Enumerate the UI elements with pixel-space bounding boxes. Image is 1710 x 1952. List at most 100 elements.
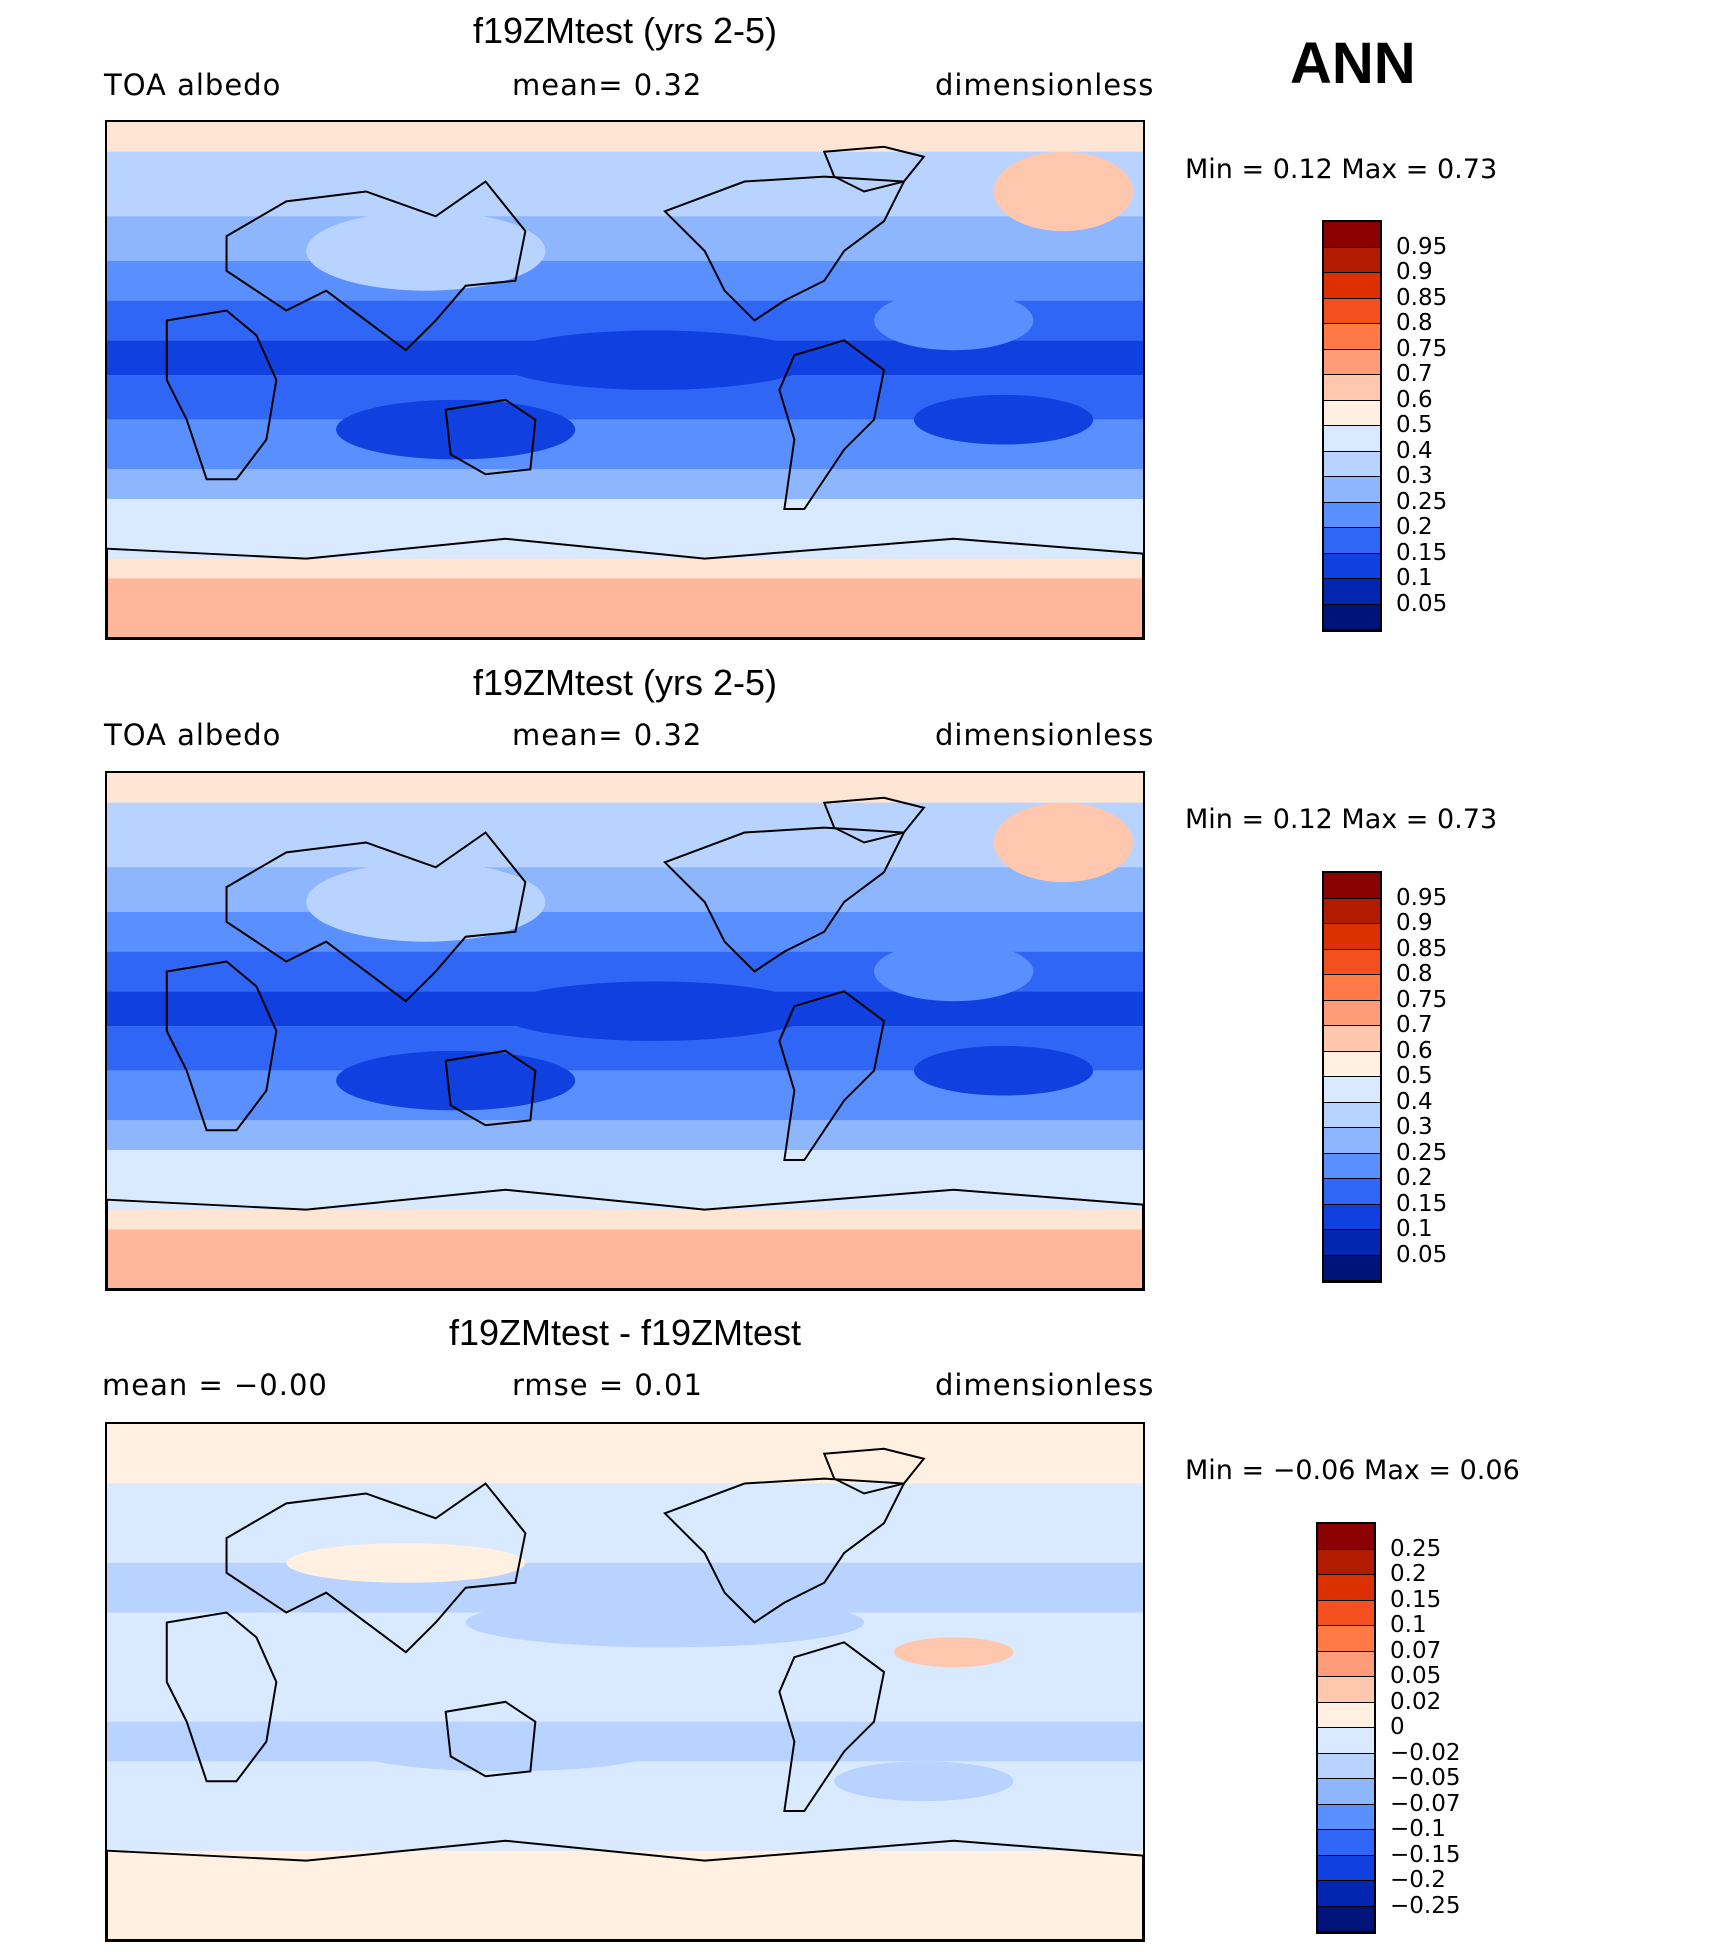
panel-1-map <box>105 120 1145 640</box>
colorbar-swatch <box>1318 1524 1374 1550</box>
colorbar-swatch <box>1324 1204 1380 1230</box>
colorbar-tick-label: 0.9 <box>1396 259 1433 285</box>
panel-3-minmax: Min = −0.06 Max = 0.06 <box>1185 1455 1520 1486</box>
colorbar-tick-label: 0.2 <box>1390 1561 1427 1587</box>
colorbar-tick-label: 0.75 <box>1396 986 1448 1013</box>
panel-2-title: f19ZMtest (yrs 2-5) <box>472 662 778 703</box>
colorbar-tick-label: 0.5 <box>1396 412 1433 438</box>
panel-2-map <box>105 771 1145 1291</box>
colorbar-swatch <box>1324 924 1380 950</box>
colorbar-swatch <box>1324 579 1380 605</box>
panel-1-variable-label: TOA albedo <box>104 68 282 102</box>
colorbar-tick-label: 0.15 <box>1390 1586 1442 1613</box>
colorbar-tick-label: 0.07 <box>1390 1637 1442 1664</box>
colorbar-swatch <box>1318 1753 1374 1779</box>
colorbar-swatch <box>1324 873 1380 899</box>
colorbar-swatch <box>1318 1702 1374 1728</box>
panel-2-minmax: Min = 0.12 Max = 0.73 <box>1185 804 1498 835</box>
colorbar-swatch <box>1318 1575 1374 1601</box>
panel-3-mean-label: mean = −0.00 <box>102 1368 328 1402</box>
colorbar-swatch <box>1324 1255 1380 1281</box>
colorbar-tick-label: 0.6 <box>1396 386 1433 413</box>
colorbar-tick-label: 0.05 <box>1390 1663 1442 1689</box>
panel-3-map <box>105 1422 1145 1942</box>
colorbar-tick-label: −0.1 <box>1390 1816 1446 1842</box>
colorbar-tick-label: 0.9 <box>1396 910 1433 936</box>
colorbar-tick-label: 0.95 <box>1396 884 1448 911</box>
colorbar-swatch <box>1324 502 1380 528</box>
panel-2-variable-label: TOA albedo <box>104 718 282 752</box>
colorbar-swatch <box>1324 528 1380 554</box>
colorbar-swatch <box>1324 1077 1380 1103</box>
colorbar-tick-label: 0.3 <box>1396 463 1433 489</box>
colorbar-swatch <box>1324 898 1380 924</box>
colorbar-tick-label: 0.25 <box>1396 488 1448 515</box>
colorbar-tick-label: 0.4 <box>1396 437 1433 464</box>
colorbar-swatch <box>1324 1051 1380 1077</box>
colorbar-tick-label: 0.75 <box>1396 335 1448 362</box>
colorbar-swatch <box>1324 604 1380 630</box>
colorbar-tick-label: 0.7 <box>1396 1012 1433 1038</box>
colorbar-swatch <box>1318 1804 1374 1830</box>
colorbar-swatch <box>1318 1855 1374 1881</box>
colorbar-swatch <box>1324 975 1380 1001</box>
colorbar-swatch <box>1324 451 1380 477</box>
colorbar-tick-label: 0.1 <box>1390 1612 1427 1638</box>
colorbar-tick-label: 0.8 <box>1396 310 1433 336</box>
panel-3-units-label: dimensionless <box>935 1368 1155 1402</box>
colorbar-tick-label: 0.1 <box>1396 1216 1433 1242</box>
season-label: ANN <box>1290 31 1416 96</box>
colorbar-swatch <box>1324 247 1380 273</box>
colorbar-tick-label: 0.6 <box>1396 1037 1433 1064</box>
colorbar-swatch <box>1318 1881 1374 1907</box>
colorbar-tick-label: 0.4 <box>1396 1088 1433 1115</box>
colorbar-swatch <box>1318 1779 1374 1805</box>
colorbar-tick-label: 0.05 <box>1396 590 1448 617</box>
panel-2-mean-label: mean= 0.32 <box>512 718 703 752</box>
colorbar-tick-label: 0.25 <box>1390 1535 1442 1562</box>
colorbar-swatch <box>1318 1677 1374 1703</box>
colorbar-tick-label: 0.1 <box>1396 565 1433 591</box>
colorbar-swatch <box>1324 553 1380 579</box>
colorbar-swatch <box>1324 324 1380 350</box>
colorbar-swatch <box>1318 1830 1374 1856</box>
colorbar-tick-label: 0.5 <box>1396 1063 1433 1089</box>
panel-1-minmax: Min = 0.12 Max = 0.73 <box>1185 154 1498 185</box>
panel-1-colorbar <box>1322 220 1382 632</box>
colorbar-swatch <box>1324 400 1380 426</box>
colorbar-swatch <box>1324 1000 1380 1026</box>
colorbar-tick-label: 0.95 <box>1396 233 1448 260</box>
colorbar-tick-label: 0.85 <box>1396 935 1448 962</box>
colorbar-tick-label: −0.25 <box>1390 1892 1461 1919</box>
colorbar-tick-label: 0.2 <box>1396 1165 1433 1191</box>
panel-3-rmse-label: rmse = 0.01 <box>512 1368 703 1402</box>
colorbar-tick-label: −0.15 <box>1390 1841 1461 1868</box>
colorbar-swatch <box>1318 1728 1374 1754</box>
colorbar-swatch <box>1324 1026 1380 1052</box>
colorbar-tick-label: 0 <box>1390 1714 1405 1740</box>
colorbar-swatch <box>1318 1906 1374 1932</box>
colorbar-swatch <box>1324 1102 1380 1128</box>
colorbar-swatch <box>1324 375 1380 401</box>
colorbar-tick-label: −0.05 <box>1390 1765 1461 1791</box>
panel-3-colorbar <box>1316 1522 1376 1934</box>
panel-1-title: f19ZMtest (yrs 2-5) <box>472 10 778 51</box>
colorbar-tick-label: 0.7 <box>1396 361 1433 387</box>
panel-1-units-label: dimensionless <box>935 68 1155 102</box>
colorbar-swatch <box>1324 949 1380 975</box>
colorbar-swatch <box>1324 273 1380 299</box>
colorbar-tick-label: 0.02 <box>1390 1688 1442 1715</box>
colorbar-tick-label: 0.3 <box>1396 1114 1433 1140</box>
colorbar-tick-label: 0.05 <box>1396 1241 1448 1268</box>
panel-2-units-label: dimensionless <box>935 718 1155 752</box>
colorbar-tick-label: 0.15 <box>1396 1190 1448 1217</box>
colorbar-tick-label: −0.02 <box>1390 1739 1461 1766</box>
colorbar-swatch <box>1324 426 1380 452</box>
colorbar-swatch <box>1324 1128 1380 1154</box>
colorbar-swatch <box>1324 222 1380 248</box>
colorbar-swatch <box>1324 1179 1380 1205</box>
colorbar-tick-label: 0.15 <box>1396 539 1448 566</box>
colorbar-tick-label: 0.85 <box>1396 284 1448 311</box>
colorbar-swatch <box>1318 1549 1374 1575</box>
colorbar-swatch <box>1318 1600 1374 1626</box>
